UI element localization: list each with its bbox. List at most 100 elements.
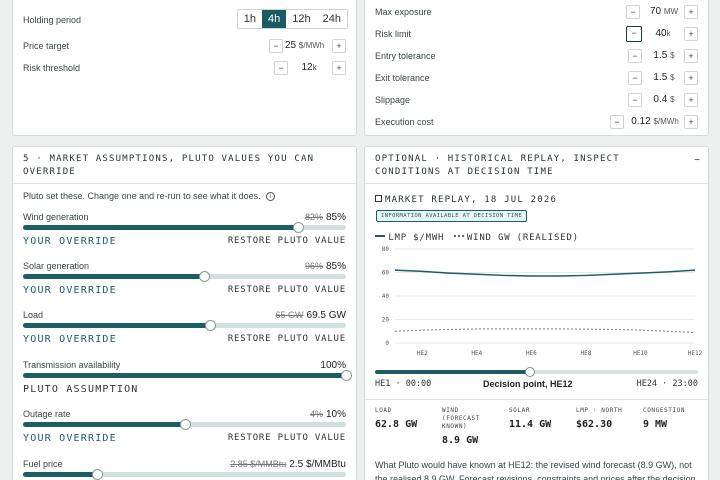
exit-tolerance-decrement[interactable]: − [628,71,642,85]
risk-limit-unit: k [666,29,671,38]
timeline-track[interactable] [375,367,698,377]
risk-threshold-decrement[interactable]: − [274,61,288,75]
transmission-knob[interactable] [341,370,352,381]
execution-cost-number: 0.12 [631,116,651,127]
fuel-price-knob[interactable] [92,469,104,480]
slippage-decrement[interactable]: − [628,93,642,107]
slippage-increment[interactable]: + [684,93,698,107]
risk-threshold-label: Risk threshold [23,63,81,73]
load-fill [23,323,211,328]
info-icon[interactable]: i [266,192,276,201]
stat-wind-value: 8.9 GW [442,435,479,446]
decision-time-badge: INFORMATION AVAILABLE AT DECISION TIME [376,210,528,222]
risk-limit-number: 40 [655,28,667,39]
solar-generation-pluto-value: 96% [304,261,323,271]
solar-generation-slider[interactable] [23,271,346,282]
transmission-slider[interactable] [23,370,352,381]
outage-restore-button[interactable]: RESTORE PLUTO VALUE [227,433,346,443]
entry-tolerance-unit: $ [670,51,675,60]
price-target-number: 25 [285,40,297,51]
x-tick-label: HE10 [633,350,648,357]
transmission-fill [23,373,346,378]
price-target-value: 25 $/MWh [285,40,333,51]
market-replay-title: MARKET REPLAY, 18 JUL 2026 [385,195,558,205]
wind-generation-value: 85% [325,212,346,223]
exit-tolerance-row: Exit tolerance − 1.5 $ + [365,69,708,87]
price-target-decrement[interactable]: − [269,39,283,53]
price-target-unit: $/MWh [298,41,325,50]
risk-threshold-unit: k [312,63,317,72]
entry-tolerance-decrement[interactable]: − [628,49,642,63]
outage-rate-knob[interactable] [179,419,191,430]
transmission-label: Transmission availability [23,360,121,370]
solar-generation-knob[interactable] [198,271,210,282]
max-exposure-row: Max exposure − 70 MW + [365,3,708,21]
slippage-unit: $ [670,95,675,104]
max-exposure-decrement[interactable]: − [626,5,640,19]
timeline-knob[interactable] [525,367,536,377]
risk-limit-value: 40k [645,28,681,39]
timeline-start-label: HE1 · 00:00 [375,379,432,389]
solar-override-label: YOUR OVERRIDE [23,285,117,296]
fuel-price-pluto-value: 2.85 $/MMBtu [230,459,287,469]
solar-generation-value: 85% [325,261,346,272]
execution-cost-label: Execution cost [375,117,434,127]
holding-option-4h[interactable]: 4h [262,10,287,28]
slippage-value: 0.4 $ [646,94,682,105]
timeline-decision-label: Decision point, HE12 [483,379,573,389]
slippage-row: Slippage − 0.4 $ + [365,91,708,109]
fuel-price-slider[interactable] [23,469,346,480]
load-restore-button[interactable]: RESTORE PLUTO VALUE [227,334,346,344]
exit-tolerance-value: 1.5 $ [646,72,682,83]
slippage-label: Slippage [375,95,411,105]
entry-tolerance-number: 1.5 [653,50,668,61]
exit-tolerance-label: Exit tolerance [375,73,430,83]
stat-solar-label: SOLAR [509,407,531,414]
max-exposure-increment[interactable]: + [684,5,698,19]
y-tick-label: 60 [382,270,390,277]
wind-generation-fill [23,225,298,230]
outage-rate-label: Outage rate [23,409,71,419]
transmission-value: 100% [320,360,346,371]
load-label: Load [23,310,44,320]
outage-rate-pluto-value: 4% [309,409,323,419]
risk-threshold-number: 12 [301,62,313,73]
exit-tolerance-increment[interactable]: + [684,71,698,85]
execution-cost-decrement[interactable]: − [610,115,624,129]
price-target-increment[interactable]: + [332,39,346,53]
lmp-series-line [394,269,696,277]
entry-tolerance-row: Entry tolerance − 1.5 $ + [365,47,708,65]
strategy-params-card: Holding period 1h 4h 12h 24h Price targe… [12,0,357,136]
wind-series-line [394,328,696,333]
entry-tolerance-value: 1.5 $ [646,50,682,61]
legend-wind-swatch [453,235,464,237]
wind-generation-knob[interactable] [292,222,304,233]
max-exposure-label: Max exposure [375,7,432,17]
holding-period-row: Holding period 1h 4h 12h 24h [13,9,356,31]
solar-generation-control: Solar generation 96% 85% YOUR OVERRIDE RE… [23,261,346,301]
historical-replay-card: OPTIONAL · HISTORICAL REPLAY, INSPECT CO… [364,146,709,480]
wind-restore-button[interactable]: RESTORE PLUTO VALUE [227,236,346,246]
holding-option-1h[interactable]: 1h [243,13,257,25]
holding-option-12h[interactable]: 12h [292,13,311,25]
entry-tolerance-increment[interactable]: + [684,49,698,63]
load-slider[interactable] [23,320,346,331]
y-tick-label: 20 [382,317,390,324]
risk-limit-increment[interactable]: + [684,27,698,41]
chart-legend: LMP $/MWH WIND GW (REALISED) [375,232,579,243]
outage-rate-slider[interactable] [23,419,346,430]
replay-collapse-icon[interactable] [375,195,382,202]
x-tick-label: HE4 [471,350,482,357]
wind-generation-slider[interactable] [23,222,346,233]
execution-cost-increment[interactable]: + [684,115,698,129]
wind-override-label: YOUR OVERRIDE [23,236,117,247]
stats-divider [365,399,708,400]
load-knob[interactable] [205,320,217,331]
stat-congestion-value: 9 MW [643,419,668,430]
holding-option-24h[interactable]: 24h [322,13,341,25]
risk-limit-decrement[interactable]: − [626,26,642,42]
risk-threshold-increment[interactable]: + [332,61,346,75]
solar-restore-button[interactable]: RESTORE PLUTO VALUE [227,285,346,295]
assumptions-intro-text: Pluto set these. Change one and re-run t… [23,191,261,201]
collapse-icon[interactable]: − [694,155,700,166]
